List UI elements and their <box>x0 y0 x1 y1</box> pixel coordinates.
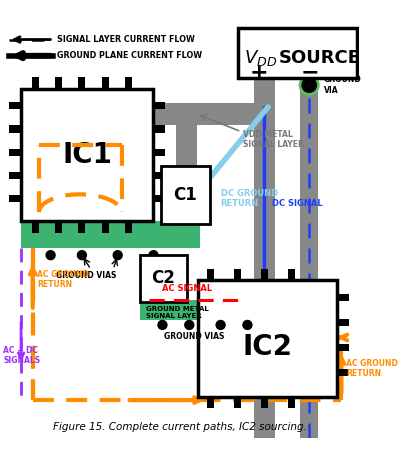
Bar <box>140 255 187 302</box>
Bar <box>154 149 165 156</box>
Bar <box>78 77 86 89</box>
Circle shape <box>299 75 319 95</box>
Bar <box>234 268 241 280</box>
Bar <box>234 396 241 408</box>
Bar <box>288 396 295 408</box>
Bar <box>32 77 39 89</box>
Bar <box>21 221 200 248</box>
Bar <box>254 80 275 438</box>
Bar <box>337 319 348 326</box>
Text: GROUND
VIA: GROUND VIA <box>324 75 361 95</box>
Bar <box>21 89 154 221</box>
Circle shape <box>158 321 167 329</box>
Circle shape <box>113 251 122 260</box>
Bar <box>102 77 109 89</box>
Text: IC1: IC1 <box>62 141 112 169</box>
Bar <box>337 369 348 376</box>
Bar <box>10 125 21 133</box>
Text: C1: C1 <box>173 186 197 204</box>
Bar <box>300 80 318 438</box>
Text: Figure 15. Complete current paths, IC2 sourcing.: Figure 15. Complete current paths, IC2 s… <box>53 422 307 432</box>
Circle shape <box>243 321 252 329</box>
Bar <box>55 77 62 89</box>
Bar <box>154 172 165 179</box>
Bar <box>78 221 86 233</box>
Bar <box>198 280 337 396</box>
Bar <box>207 268 214 280</box>
Text: AC GROUND
RETURN: AC GROUND RETURN <box>346 359 398 378</box>
Bar <box>261 268 268 280</box>
Text: GROUND VIAS: GROUND VIAS <box>164 332 224 341</box>
Circle shape <box>302 78 316 92</box>
Bar <box>10 149 21 156</box>
Bar <box>337 294 348 301</box>
Bar <box>10 195 21 202</box>
Text: DC SIGNAL: DC SIGNAL <box>272 199 322 208</box>
Bar <box>102 221 109 233</box>
Bar <box>125 221 132 233</box>
Text: GROUND PLANE CURRENT FLOW: GROUND PLANE CURRENT FLOW <box>57 51 202 60</box>
Bar <box>32 221 39 233</box>
Text: AC + DC
SIGNALS: AC + DC SIGNALS <box>3 346 40 365</box>
Text: SIGNAL LAYER CURRENT FLOW: SIGNAL LAYER CURRENT FLOW <box>57 35 195 44</box>
Bar <box>10 172 21 179</box>
Text: −: − <box>301 63 319 83</box>
Text: GROUND METAL
SIGNAL LAYER: GROUND METAL SIGNAL LAYER <box>146 306 209 319</box>
Text: IC2: IC2 <box>242 333 292 361</box>
Text: +: + <box>250 63 268 83</box>
Bar <box>154 102 165 109</box>
Text: AC GROUND
RETURN: AC GROUND RETURN <box>37 270 89 289</box>
Circle shape <box>78 251 86 260</box>
Bar <box>261 396 268 408</box>
Bar <box>154 125 165 133</box>
Text: C2: C2 <box>151 269 175 287</box>
Bar <box>154 195 165 202</box>
Bar <box>176 123 197 203</box>
Bar <box>10 102 21 109</box>
Bar <box>337 344 348 351</box>
Text: $V_{DD}$: $V_{DD}$ <box>244 49 277 68</box>
Text: GROUND VIAS: GROUND VIAS <box>56 271 116 280</box>
Bar <box>238 28 358 78</box>
Circle shape <box>185 321 194 329</box>
Text: AC SIGNAL: AC SIGNAL <box>162 284 212 293</box>
Bar <box>140 300 292 320</box>
Circle shape <box>46 251 55 260</box>
Circle shape <box>149 251 158 260</box>
Bar <box>125 77 132 89</box>
Bar <box>55 221 62 233</box>
Text: SOURCE: SOURCE <box>279 49 361 67</box>
Bar <box>149 103 256 125</box>
Circle shape <box>216 321 225 329</box>
Bar <box>207 396 214 408</box>
Bar <box>288 268 295 280</box>
Text: DC GROUND
RETURN: DC GROUND RETURN <box>221 189 278 208</box>
Bar <box>161 166 210 224</box>
Text: VDD METAL
SIGNAL LAYER: VDD METAL SIGNAL LAYER <box>243 130 304 149</box>
